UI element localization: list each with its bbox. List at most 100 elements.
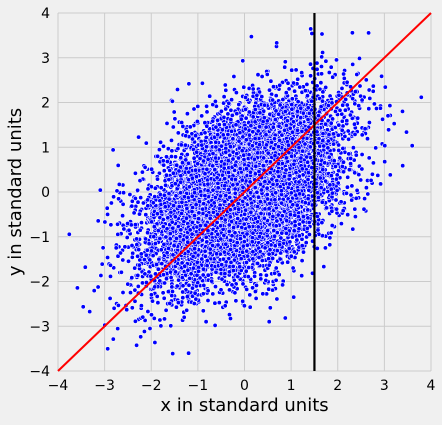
- scatter-point: [265, 72, 269, 76]
- scatter-point: [141, 315, 145, 319]
- scatter-point: [350, 184, 354, 188]
- scatter-point: [125, 235, 129, 239]
- scatter-point: [136, 284, 140, 288]
- scatter-point: [292, 89, 296, 93]
- scatter-point: [233, 291, 237, 295]
- scatter-point: [171, 125, 175, 129]
- scatter-point: [319, 81, 323, 85]
- scatter-point: [374, 106, 378, 110]
- scatter-point: [358, 84, 362, 88]
- scatter-point: [379, 74, 383, 78]
- scatter-point: [301, 250, 305, 254]
- scatter-point: [351, 227, 355, 231]
- scatter-point: [346, 137, 350, 141]
- scatter-point: [319, 72, 323, 76]
- scatter-point: [130, 306, 134, 310]
- scatter-point: [185, 152, 189, 156]
- scatter-point: [351, 62, 355, 66]
- scatter-point: [235, 111, 239, 115]
- scatter-point: [144, 213, 148, 217]
- scatter-point: [81, 305, 85, 309]
- scatter-point: [388, 173, 392, 177]
- scatter-point: [139, 304, 143, 308]
- scatter-point: [296, 77, 300, 81]
- scatter-point: [100, 262, 104, 266]
- scatter-point: [339, 221, 343, 225]
- scatter-point: [346, 175, 350, 179]
- scatter-point: [162, 317, 166, 321]
- scatter-point: [342, 76, 346, 80]
- scatter-point: [158, 279, 162, 283]
- scatter-point: [157, 147, 161, 151]
- scatter-point: [172, 110, 176, 114]
- scatter-point: [142, 329, 146, 333]
- scatter-point: [359, 178, 363, 182]
- scatter-point: [367, 156, 371, 160]
- scatter-point: [324, 85, 328, 89]
- scatter-point: [353, 214, 357, 218]
- scatter-point: [115, 189, 119, 193]
- scatter-point: [372, 102, 376, 106]
- scatter-point: [164, 308, 168, 312]
- scatter-point: [242, 304, 246, 308]
- scatter-point: [315, 246, 319, 250]
- scatter-point: [111, 195, 115, 199]
- scatter-point: [130, 276, 134, 280]
- scatter-point: [149, 313, 153, 317]
- scatter-point: [401, 164, 405, 168]
- scatter-point: [351, 96, 355, 100]
- scatter-point: [230, 113, 234, 117]
- scatter-point: [196, 104, 200, 108]
- scatter-point: [259, 277, 263, 281]
- scatter-point: [105, 255, 109, 259]
- scatter-point: [353, 207, 357, 211]
- scatter-point: [121, 191, 125, 195]
- scatter-point: [96, 219, 100, 223]
- scatter-point: [232, 74, 236, 78]
- scatter-point: [308, 62, 312, 66]
- scatter-point: [213, 284, 217, 288]
- scatter-point: [159, 186, 163, 190]
- scatter-point: [388, 103, 392, 107]
- scatter-point: [200, 114, 204, 118]
- scatter-point: [139, 220, 143, 224]
- scatter-point: [366, 192, 370, 196]
- scatter-point: [419, 95, 423, 99]
- scatter-point: [247, 86, 251, 90]
- scatter-point: [170, 149, 174, 153]
- scatter-point: [201, 309, 205, 313]
- scatter-point: [340, 86, 344, 90]
- scatter-point: [380, 117, 384, 121]
- scatter-point: [322, 264, 326, 268]
- scatter-point: [162, 281, 166, 285]
- scatter-point: [170, 99, 174, 103]
- scatter-point: [187, 82, 191, 86]
- scatter-point: [116, 326, 120, 330]
- scatter-point: [159, 324, 163, 328]
- scatter-point: [128, 192, 132, 196]
- scatter-point: [144, 141, 148, 145]
- scatter-point: [116, 303, 120, 307]
- scatter-point: [136, 135, 140, 139]
- scatter-point: [320, 32, 324, 36]
- scatter-point: [392, 121, 396, 125]
- scatter-point: [121, 202, 125, 206]
- scatter-point: [286, 260, 290, 264]
- scatter-point: [307, 232, 311, 236]
- scatter-point: [334, 58, 338, 62]
- scatter-point: [400, 109, 404, 113]
- scatter-point: [371, 84, 375, 88]
- scatter-point: [260, 74, 264, 78]
- scatter-point: [275, 297, 279, 301]
- scatter-point: [128, 290, 132, 294]
- scatter-point: [277, 273, 281, 277]
- scatter-point: [204, 104, 208, 108]
- scatter-point: [83, 265, 87, 269]
- scatter-point: [137, 247, 141, 251]
- scatter-point: [116, 197, 120, 201]
- scatter-point: [371, 161, 375, 165]
- scatter-point: [120, 214, 124, 218]
- scatter-point: [360, 152, 364, 156]
